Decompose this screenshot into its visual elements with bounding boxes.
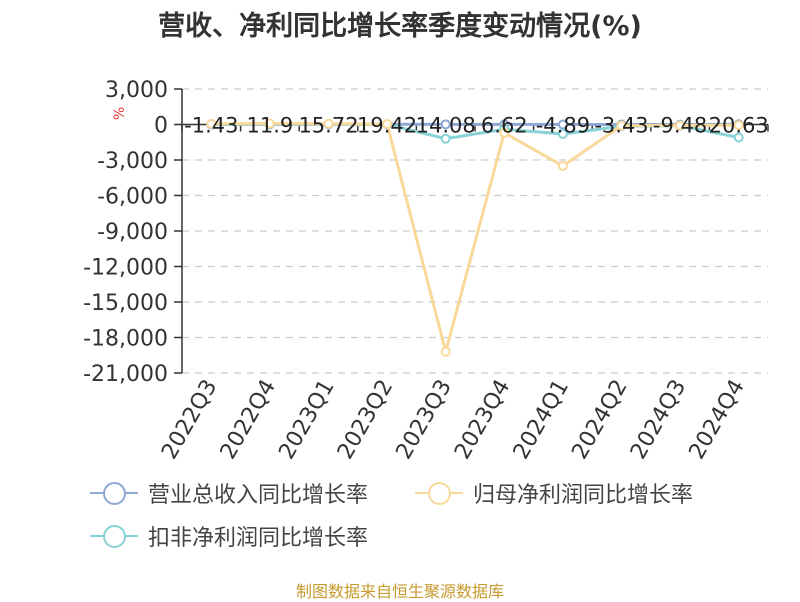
y-tick-label: -12,000 [83, 256, 168, 281]
x-tick-label: 2022Q3 [157, 376, 222, 464]
x-tick-label: 2024Q1 [509, 376, 574, 464]
series-lines [207, 120, 742, 356]
legend-symbol-net-profit [415, 478, 463, 508]
legend-label-net-profit: 归母净利润同比增长率 [473, 477, 693, 509]
x-tick-label: 2023Q1 [274, 376, 339, 464]
data-label: 19.42 [357, 114, 417, 138]
legend-label-revenue: 营业总收入同比增长率 [148, 477, 368, 509]
x-tick-label: 2024Q4 [685, 376, 750, 464]
data-label: 14.08 [416, 114, 476, 138]
x-tick-label: 2023Q2 [333, 376, 398, 464]
x-tick-label: 2022Q4 [216, 376, 281, 464]
y-tick-label: -3,000 [97, 149, 168, 174]
y-axis-unit: % [112, 107, 128, 120]
data-label: -3.43 [594, 114, 648, 138]
data-label: -4.89 [536, 114, 590, 138]
y-tick-label: -15,000 [83, 291, 168, 316]
y-tick-label: 3,000 [105, 78, 168, 103]
y-tick-label: -6,000 [97, 185, 168, 210]
data-point [442, 348, 450, 356]
legend-item-revenue[interactable]: 营业总收入同比增长率 [90, 478, 368, 508]
legend-item-deducted-profit[interactable]: 扣非净利润同比增长率 [90, 521, 368, 551]
legend-item-net-profit[interactable]: 归母净利润同比增长率 [415, 478, 693, 508]
data-point [559, 162, 567, 170]
series-line-1 [211, 124, 738, 352]
y-tick-label: -21,000 [83, 362, 168, 387]
x-tick-label: 2023Q3 [392, 376, 457, 464]
data-source-footer: 制图数据来自恒生聚源数据库 [0, 578, 800, 602]
x-tick-label: 2024Q2 [567, 376, 632, 464]
y-tick-label: -18,000 [83, 327, 168, 352]
y-tick-label: -9,000 [97, 220, 168, 245]
data-label: -9.48 [653, 114, 707, 138]
data-label: 11.9 [247, 114, 294, 138]
chart-title: 营收、净利同比增长率季度变动情况(%) [0, 4, 800, 43]
y-tick-label: 0 [154, 114, 168, 139]
data-label: 20.63 [709, 114, 769, 138]
legend-label-deducted-profit: 扣非净利润同比增长率 [148, 520, 368, 552]
legend-symbol-revenue [90, 478, 138, 508]
x-tick-label: 2023Q4 [450, 376, 515, 464]
y-axis-ticks: 3,000 0 -3,000 -6,000 -9,000 -12,000 -15,000 -1… [83, 78, 182, 387]
data-label: -1.43 [184, 114, 238, 138]
data-label: 6.62 [481, 114, 528, 138]
x-tick-label: 2024Q3 [626, 376, 691, 464]
legend-symbol-deducted-profit [90, 521, 138, 551]
data-label: 15.72 [298, 114, 358, 138]
